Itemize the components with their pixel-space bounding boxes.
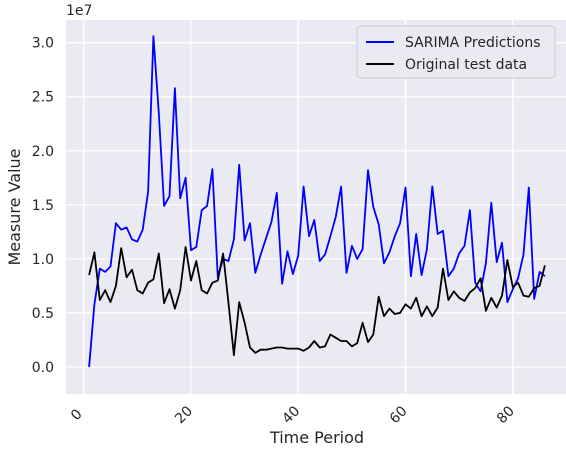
y-tick-label: 3.0 — [32, 36, 54, 52]
x-tick-label: 40 — [279, 403, 303, 427]
x-tick-label: 20 — [172, 403, 196, 427]
y-tick-label: 2.5 — [32, 90, 54, 106]
plot-background — [66, 20, 566, 394]
x-tick-label: 0 — [68, 406, 86, 424]
y-tick-label: 1.0 — [32, 252, 54, 268]
x-tick-labels: 0 20 40 60 80 — [68, 403, 518, 427]
legend-label-original: Original test data — [405, 57, 527, 73]
x-axis-label: Time Period — [269, 428, 364, 447]
x-tick-label: 60 — [387, 403, 411, 427]
y-tick-label: 1.5 — [32, 198, 54, 214]
series-line-sarima-predictions — [88, 35, 546, 368]
y-offset-label: 1e7 — [66, 3, 92, 19]
legend: SARIMA Predictions Original test data — [356, 25, 556, 79]
legend-label-sarima: SARIMA Predictions — [405, 35, 541, 51]
series-line-original-test-data — [88, 246, 546, 357]
x-tick-label: 80 — [494, 403, 518, 427]
y-tick-labels: 0.0 0.5 1.0 1.5 2.0 2.5 3.0 — [32, 36, 54, 376]
y-tick-label: 2.0 — [32, 144, 54, 160]
y-tick-label: 0.0 — [32, 360, 54, 376]
y-axis-label: Measure Value — [5, 148, 24, 265]
grid — [66, 20, 566, 394]
legend-frame — [356, 25, 556, 79]
series-lines — [88, 35, 546, 368]
y-tick-label: 0.5 — [32, 306, 54, 322]
